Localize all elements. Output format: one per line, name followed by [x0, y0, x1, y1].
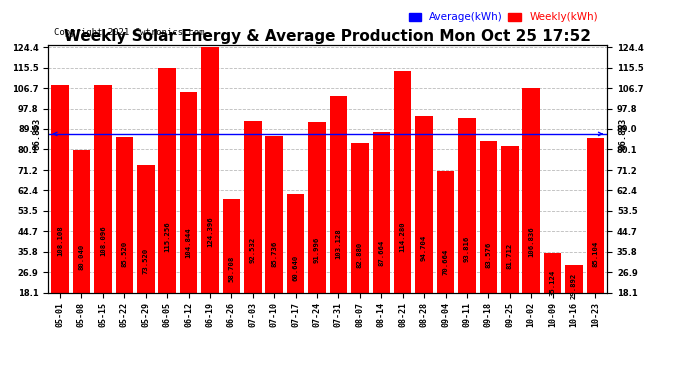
Bar — [544, 253, 562, 292]
Bar — [565, 265, 583, 292]
Text: 114.280: 114.280 — [400, 222, 406, 252]
Bar — [94, 85, 112, 292]
Title: Weekly Solar Energy & Average Production Mon Oct 25 17:52: Weekly Solar Energy & Average Production… — [64, 29, 591, 44]
Bar — [266, 136, 283, 292]
Text: 81.712: 81.712 — [506, 243, 513, 269]
Bar — [72, 150, 90, 292]
Text: 73.520: 73.520 — [143, 248, 149, 274]
Text: 92.532: 92.532 — [250, 237, 256, 263]
Text: 124.396: 124.396 — [207, 216, 213, 246]
Text: 108.108: 108.108 — [57, 225, 63, 256]
Text: 86.853: 86.853 — [32, 118, 41, 150]
Bar — [586, 138, 604, 292]
Legend: Average(kWh), Weekly(kWh): Average(kWh), Weekly(kWh) — [404, 8, 602, 27]
Bar — [223, 199, 240, 292]
Bar — [501, 146, 519, 292]
Text: 58.708: 58.708 — [228, 256, 235, 282]
Bar — [458, 118, 475, 292]
Text: 85.736: 85.736 — [271, 240, 277, 267]
Text: 106.836: 106.836 — [528, 226, 534, 256]
Text: 85.520: 85.520 — [121, 240, 128, 267]
Bar — [351, 143, 368, 292]
Bar — [180, 92, 197, 292]
Text: 35.124: 35.124 — [550, 270, 555, 296]
Bar — [394, 70, 411, 292]
Text: 86.853: 86.853 — [618, 118, 627, 150]
Bar — [159, 68, 176, 292]
Bar — [201, 47, 219, 292]
Bar — [415, 116, 433, 292]
Text: 70.664: 70.664 — [442, 249, 448, 275]
Text: 82.880: 82.880 — [357, 242, 363, 268]
Text: 91.996: 91.996 — [314, 237, 320, 263]
Text: 94.704: 94.704 — [421, 235, 427, 261]
Bar — [437, 171, 454, 292]
Bar — [287, 194, 304, 292]
Text: 85.104: 85.104 — [593, 241, 598, 267]
Text: 104.844: 104.844 — [186, 227, 192, 258]
Bar — [244, 121, 262, 292]
Bar — [330, 96, 347, 292]
Text: 29.892: 29.892 — [571, 273, 577, 299]
Text: 87.664: 87.664 — [378, 239, 384, 266]
Text: 103.128: 103.128 — [335, 228, 342, 259]
Bar — [373, 132, 390, 292]
Bar — [137, 165, 155, 292]
Text: 93.816: 93.816 — [464, 236, 470, 262]
Text: 83.576: 83.576 — [485, 242, 491, 268]
Bar — [308, 122, 326, 292]
Bar — [51, 85, 69, 292]
Text: 60.640: 60.640 — [293, 255, 299, 281]
Bar — [480, 141, 497, 292]
Bar — [522, 88, 540, 292]
Text: 108.096: 108.096 — [100, 225, 106, 256]
Bar — [115, 137, 133, 292]
Text: 115.256: 115.256 — [164, 221, 170, 252]
Text: 80.040: 80.040 — [79, 244, 84, 270]
Text: Copyright 2021 Cwtronics.com: Copyright 2021 Cwtronics.com — [54, 28, 204, 37]
